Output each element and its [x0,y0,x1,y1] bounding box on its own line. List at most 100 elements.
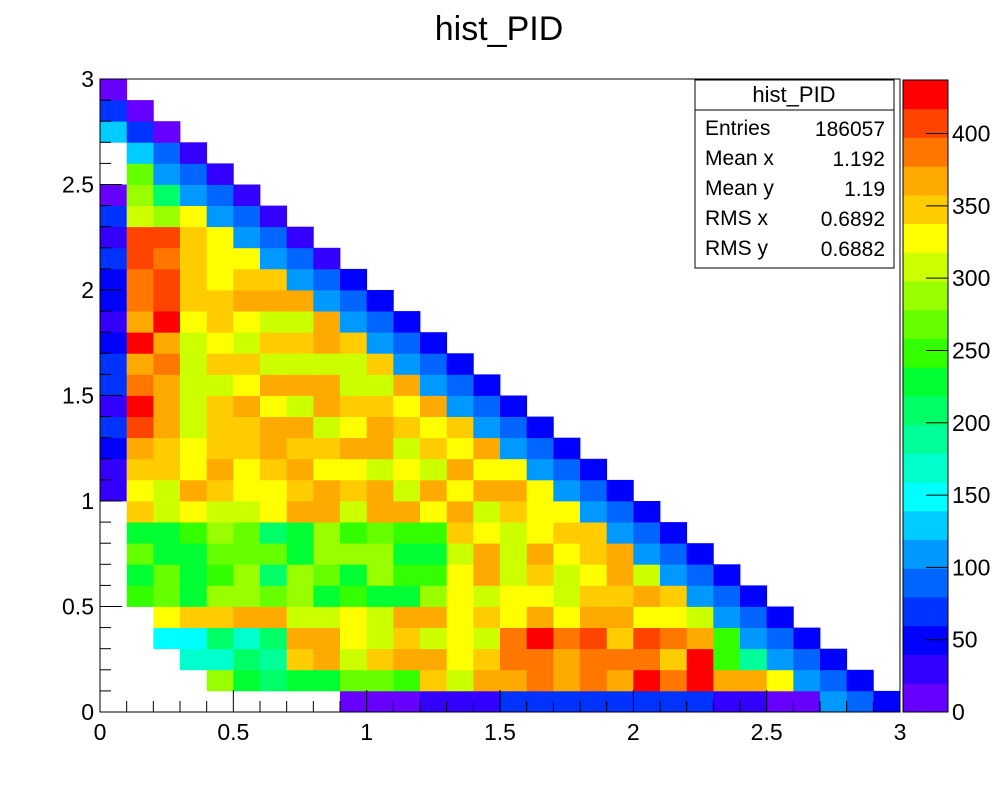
heatmap-cell [420,648,448,671]
heatmap-cell [313,669,341,692]
heatmap-cell [180,479,208,502]
heatmap-cell [340,585,368,607]
heatmap-cell [126,290,154,312]
heatmap-cell [633,606,661,628]
stats-label: Entries [705,117,770,140]
heatmap-cell [366,501,394,523]
heatmap-cell [366,290,394,312]
heatmap-cell [366,669,394,692]
heatmap-cell [206,332,234,354]
heatmap-cell [233,268,261,291]
heatmap-cell [553,648,581,671]
heatmap-cell [180,501,208,523]
heatmap-cell [206,501,234,523]
heatmap-cell [553,606,581,628]
heatmap-cell [126,100,154,122]
heatmap-cell [660,522,688,544]
heatmap-cell [340,268,368,291]
heatmap-cell [153,543,181,565]
heatmap-cell [340,311,368,333]
heatmap-cell [260,290,288,312]
heatmap-cell [100,290,128,312]
heatmap-cell [740,627,768,650]
heatmap-cell [633,648,661,671]
heatmap-cell [553,585,581,607]
heatmap-cell [500,437,528,460]
heatmap-cell [100,479,128,502]
heatmap-cell [846,669,874,692]
heatmap-cell [206,416,234,439]
heatmap-cell [526,543,554,565]
heatmap-cell [180,458,208,481]
heatmap-cell [580,564,608,586]
heatmap-cell [713,627,741,650]
heatmap-cell [153,501,181,523]
heatmap-cell [286,522,314,544]
heatmap-cell [500,648,528,671]
color-scale-segment [903,683,948,713]
heatmap-cell [446,543,474,565]
heatmap-cell [420,374,448,396]
heatmap-cell [180,627,208,650]
color-scale-label: 150 [952,482,990,508]
heatmap-cell [366,395,394,417]
heatmap-cell [473,543,501,565]
heatmap-cell [340,627,368,650]
heatmap-cell [100,247,128,270]
heatmap-cell [233,395,261,417]
heatmap-cell [260,522,288,544]
heatmap-cell [473,669,501,692]
heatmap-cell [313,311,341,333]
heatmap-cell [660,690,688,713]
heatmap-cell [313,564,341,586]
heatmap-cell [286,501,314,523]
heatmap-cell [340,501,368,523]
heatmap-cell [233,543,261,565]
heatmap-cell [126,311,154,333]
heatmap-cell [366,416,394,439]
heatmap-cell [393,627,421,650]
heatmap-cell [126,585,154,607]
heatmap-cell [473,479,501,502]
heatmap-cell [820,648,848,671]
heatmap-cell [126,479,154,502]
heatmap-cell [126,205,154,228]
heatmap-cell [206,184,234,206]
heatmap-cell [206,458,234,481]
heatmap-cell [766,606,794,628]
heatmap-cell [340,395,368,417]
heatmap-cell [180,268,208,291]
heatmap-cell [580,585,608,607]
y-tick-label: 0 [81,699,94,725]
heatmap-cell [260,627,288,650]
heatmap-cell [233,627,261,650]
heatmap-cell [286,606,314,628]
heatmap-cell [180,648,208,671]
heatmap-cell [686,606,714,628]
heatmap-cell [393,395,421,417]
heatmap-cell [260,353,288,375]
heatmap-cell [180,205,208,228]
heatmap-cell [286,290,314,312]
heatmap-cell [633,669,661,692]
heatmap-cell [580,522,608,544]
color-scale-segment [903,194,948,225]
heatmap-cell [260,205,288,228]
stats-label: Mean x [705,147,774,170]
color-scale-label: 400 [952,121,990,147]
heatmap-cell [526,627,554,650]
heatmap-cell [206,627,234,650]
heatmap-cell [233,416,261,439]
heatmap-cell [606,669,634,692]
heatmap-cell [393,543,421,565]
heatmap-cell [206,648,234,671]
heatmap-cell [446,585,474,607]
heatmap-cell [366,564,394,586]
heatmap-cell [793,690,821,713]
heatmap-cell [100,184,128,206]
heatmap-cell [100,121,128,143]
heatmap-cell [793,648,821,671]
stats-label: Mean y [705,177,774,200]
heatmap-cell [206,353,234,375]
y-tick-label: 3 [81,66,94,92]
